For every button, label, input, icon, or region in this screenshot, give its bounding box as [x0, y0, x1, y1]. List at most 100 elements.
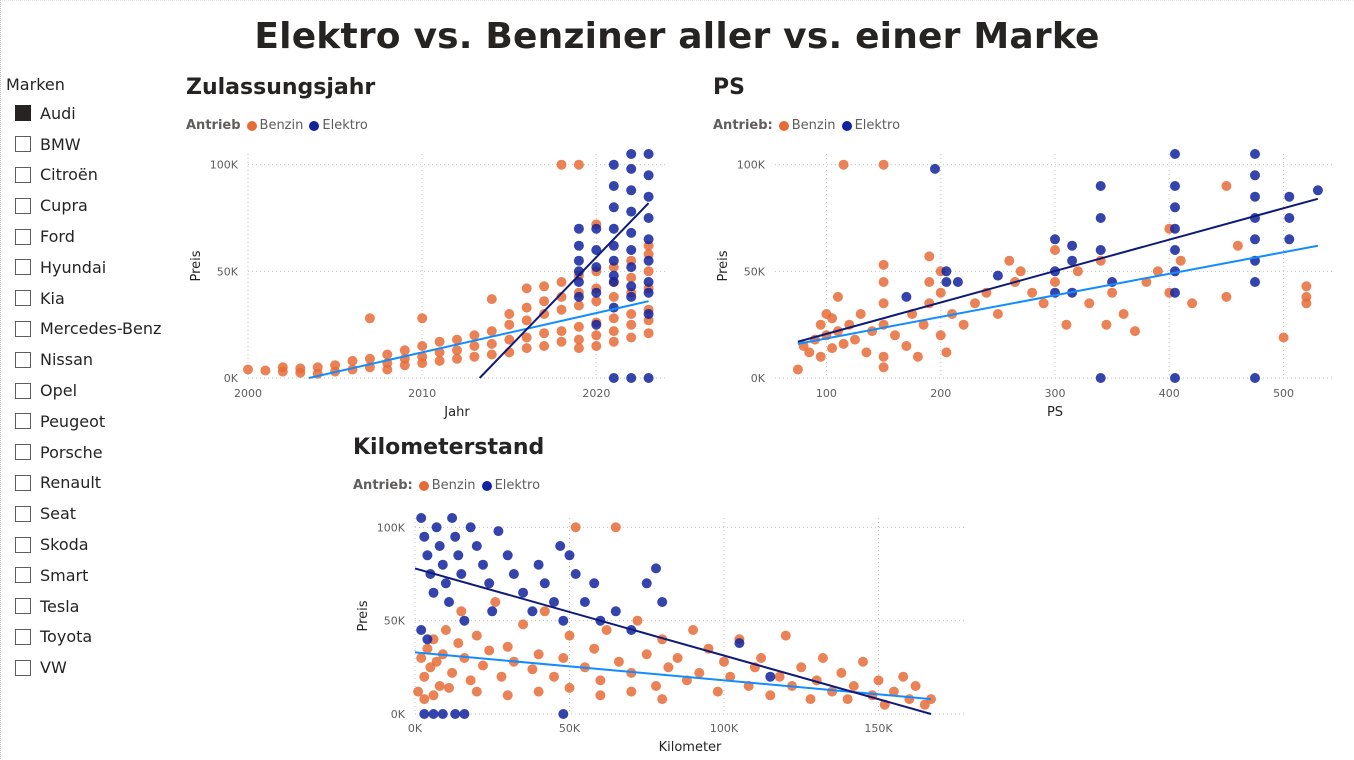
checkbox-icon[interactable]: [15, 536, 31, 553]
data-point-elektro: [416, 513, 427, 523]
data-point-elektro: [1170, 181, 1180, 191]
data-point-benzin: [465, 675, 476, 686]
data-point-benzin: [861, 347, 872, 358]
data-point-benzin: [643, 328, 654, 339]
legend-item-elektro[interactable]: Elektro: [309, 116, 368, 136]
data-point-elektro: [1170, 202, 1180, 213]
data-point-benzin: [878, 277, 889, 287]
data-point-benzin: [295, 363, 306, 374]
series-elektro: [573, 149, 654, 383]
slicer-item-skoda[interactable]: Skoda: [6, 529, 166, 560]
legend-item-benzin[interactable]: Benzin: [778, 116, 836, 136]
data-point-benzin: [453, 638, 464, 649]
data-point-elektro: [579, 597, 590, 607]
data-point-benzin: [416, 653, 427, 663]
checkbox-icon[interactable]: [15, 628, 31, 645]
data-point-elektro: [626, 245, 637, 255]
slicer-item-label: Audi: [40, 103, 76, 123]
checkbox-icon[interactable]: [15, 505, 31, 522]
data-point-benzin: [924, 277, 935, 287]
slicer-item-label: Opel: [40, 381, 78, 401]
data-point-elektro: [591, 319, 602, 330]
slicer-item-cupra[interactable]: Cupra: [6, 190, 166, 221]
slicer-item-vw[interactable]: VW: [6, 652, 166, 683]
data-point-elektro: [422, 550, 433, 561]
scatter-plot-ps[interactable]: 0K 50K 100K 100 200 300 400 500 PS Preis: [713, 140, 1343, 425]
slicer-item-tesla[interactable]: Tesla: [6, 591, 166, 622]
data-point-benzin: [496, 671, 507, 682]
checkbox-icon[interactable]: [15, 351, 31, 368]
data-point-elektro: [591, 245, 602, 255]
data-point-benzin: [417, 341, 428, 351]
legend-item-elektro[interactable]: Elektro: [481, 476, 540, 496]
checkbox-icon[interactable]: [15, 320, 31, 337]
checkbox-icon[interactable]: [15, 136, 31, 153]
slicer-item-renault[interactable]: Renault: [6, 468, 166, 499]
checkbox-icon[interactable]: [15, 382, 31, 399]
scatter-plot-kilometerstand[interactable]: 0K 50K 100K 0K 50K 100K 150K Kilometer Preis: [353, 500, 973, 760]
checkbox-icon[interactable]: [15, 474, 31, 491]
data-point-elektro: [1170, 373, 1180, 383]
slicer-item-citro-n[interactable]: Citroën: [6, 160, 166, 191]
checkbox-icon[interactable]: [15, 166, 31, 183]
data-point-elektro: [437, 709, 448, 719]
data-point-elektro: [734, 638, 745, 649]
legend-label: Elektro: [854, 118, 901, 133]
legend-item-benzin[interactable]: Benzin: [418, 476, 476, 496]
legend-label: Benzin: [259, 118, 304, 133]
legend-dot-benzin-icon: [778, 121, 789, 131]
series-elektro: [901, 149, 1323, 383]
slicer-item-nissan[interactable]: Nissan: [6, 344, 166, 375]
slicer-item-bmw[interactable]: BMW: [6, 129, 166, 160]
data-point-elektro: [1250, 191, 1260, 202]
slicer-item-ford[interactable]: Ford: [6, 221, 166, 252]
slicer-item-seat[interactable]: Seat: [6, 498, 166, 529]
slicer-item-smart[interactable]: Smart: [6, 560, 166, 591]
slicer-item-toyota[interactable]: Toyota: [6, 622, 166, 653]
data-point-benzin: [901, 341, 912, 351]
checkbox-icon[interactable]: [15, 105, 31, 122]
slicer-item-label: Mercedes-Benz: [40, 319, 162, 339]
data-point-benzin: [1050, 277, 1060, 287]
data-point-benzin: [1221, 181, 1232, 191]
chart-ps: PS Antrieb: Benzin Elektro: [713, 74, 906, 136]
checkbox-icon[interactable]: [15, 659, 31, 676]
scatter-plot-zulassungsjahr[interactable]: 0K 50K 100K 2000 2010 2020 Jahr Preis: [186, 140, 696, 425]
data-point-elektro: [434, 541, 445, 551]
data-point-benzin: [539, 328, 550, 339]
slicer-item-mercedes-benz[interactable]: Mercedes-Benz: [6, 314, 166, 345]
data-point-elektro: [610, 606, 621, 617]
legend-item-elektro[interactable]: Elektro: [841, 116, 901, 136]
legend-item-benzin[interactable]: Benzin: [246, 116, 304, 136]
checkbox-icon[interactable]: [15, 228, 31, 245]
data-point-benzin: [838, 159, 849, 170]
slicer-item-peugeot[interactable]: Peugeot: [6, 406, 166, 437]
slicer-item-kia[interactable]: Kia: [6, 283, 166, 314]
data-point-benzin: [1004, 255, 1015, 266]
data-point-elektro: [643, 170, 654, 181]
x-tick-label: 200: [930, 387, 951, 400]
data-point-elektro: [450, 531, 461, 542]
slicer-item-opel[interactable]: Opel: [6, 375, 166, 406]
checkbox-icon[interactable]: [15, 259, 31, 276]
checkbox-icon[interactable]: [15, 413, 31, 430]
slicer-item-audi[interactable]: Audi: [6, 98, 166, 129]
data-point-elektro: [1095, 213, 1106, 223]
data-point-elektro: [941, 266, 952, 277]
checkbox-icon[interactable]: [15, 567, 31, 584]
data-point-elektro: [608, 270, 619, 281]
data-point-benzin: [626, 309, 637, 319]
x-axis-title: Kilometer: [659, 740, 722, 755]
data-point-elektro: [626, 227, 637, 238]
slicer-item-hyundai[interactable]: Hyundai: [6, 252, 166, 283]
checkbox-icon[interactable]: [15, 598, 31, 615]
data-point-elektro: [643, 277, 654, 287]
checkbox-icon[interactable]: [15, 290, 31, 307]
slicer-item-porsche[interactable]: Porsche: [6, 437, 166, 468]
legend-label: Benzin: [431, 478, 476, 493]
data-point-elektro: [651, 563, 661, 574]
data-point-benzin: [434, 355, 445, 366]
checkbox-icon[interactable]: [15, 197, 31, 214]
data-point-elektro: [1284, 191, 1295, 202]
checkbox-icon[interactable]: [15, 444, 31, 461]
